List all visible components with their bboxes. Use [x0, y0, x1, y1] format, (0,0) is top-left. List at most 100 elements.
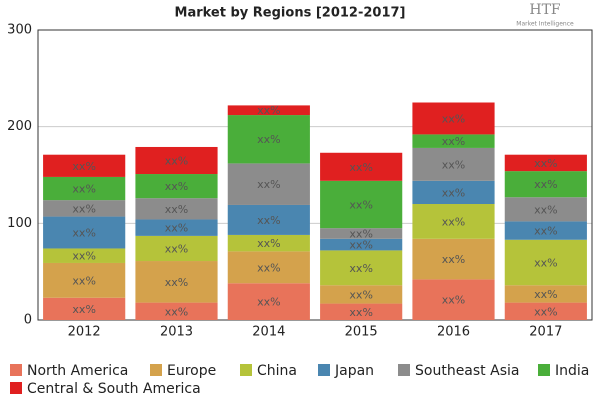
value-label: xx%	[442, 135, 465, 148]
value-label: xx%	[534, 203, 557, 216]
bar-segment	[412, 238, 495, 280]
value-label: xx%	[257, 104, 280, 117]
bar-segment	[135, 302, 218, 320]
value-label: xx%	[165, 180, 188, 193]
value-label: xx%	[534, 178, 557, 191]
legend-swatch	[150, 364, 162, 376]
bar-segment	[43, 297, 126, 320]
legend-swatch	[10, 382, 22, 394]
logo-subtext: Market Intelligence	[516, 21, 574, 28]
value-label: xx%	[165, 203, 188, 216]
bar-segment	[320, 152, 403, 181]
bar-segment	[43, 216, 126, 249]
legend-swatch	[240, 364, 252, 376]
value-label: xx%	[257, 133, 280, 146]
value-label: xx%	[534, 256, 557, 269]
value-label: xx%	[442, 186, 465, 199]
value-label: xx%	[165, 242, 188, 255]
bar-segment	[227, 283, 310, 320]
value-label: xx%	[442, 253, 465, 266]
value-label: xx%	[442, 112, 465, 125]
value-label: xx%	[257, 296, 280, 309]
y-tick-label: 200	[7, 119, 32, 134]
chart-title: Market by Regions [2012-2017]	[175, 6, 406, 21]
legend-label: North America	[27, 363, 128, 379]
bar-segment	[412, 204, 495, 239]
value-label: xx%	[72, 202, 95, 215]
bar-segment	[412, 180, 495, 204]
x-tick-label: 2016	[437, 325, 470, 340]
value-label: xx%	[349, 161, 372, 174]
bar-segment	[135, 261, 218, 303]
bar-segment	[412, 102, 495, 135]
bar-segment	[43, 200, 126, 217]
value-label: xx%	[349, 306, 372, 319]
value-label: xx%	[442, 294, 465, 307]
legend-label: India	[555, 363, 589, 379]
value-label: xx%	[349, 288, 372, 301]
bar-segment	[43, 154, 126, 177]
bar-segment	[227, 234, 310, 252]
value-label: xx%	[534, 305, 557, 318]
logo-text: HTF	[529, 2, 561, 18]
bar-segment	[504, 302, 587, 320]
value-label: xx%	[257, 261, 280, 274]
value-label: xx%	[534, 157, 557, 170]
bar-segment	[227, 204, 310, 235]
bar-segment	[320, 285, 403, 304]
value-label: xx%	[165, 222, 188, 235]
value-label: xx%	[72, 303, 95, 316]
value-label: xx%	[534, 225, 557, 238]
value-label: xx%	[442, 215, 465, 228]
value-label: xx%	[165, 305, 188, 318]
value-label: xx%	[257, 178, 280, 191]
bar-segment	[43, 176, 126, 201]
bar-segment	[135, 174, 218, 199]
y-tick-label: 300	[7, 23, 32, 38]
bar-segment	[320, 238, 403, 251]
value-label: xx%	[442, 158, 465, 171]
value-label: xx%	[72, 227, 95, 240]
bar-segment	[43, 248, 126, 263]
bar-segment	[135, 235, 218, 262]
legend-label: Europe	[167, 363, 216, 379]
value-label: xx%	[72, 250, 95, 263]
bar-segment	[504, 239, 587, 286]
x-tick-label: 2017	[529, 325, 562, 340]
value-label: xx%	[349, 239, 372, 252]
value-label: xx%	[349, 198, 372, 211]
plot-frame	[37, 29, 593, 321]
x-tick-label: 2012	[68, 325, 101, 340]
bar-segment	[504, 154, 587, 172]
legend-swatch	[398, 364, 410, 376]
legend-label: China	[257, 363, 297, 379]
x-tick-label: 2014	[252, 325, 285, 340]
bar-segment	[135, 146, 218, 175]
legend-label: Central & South America	[27, 381, 201, 397]
value-label: xx%	[257, 237, 280, 250]
bar-segment	[227, 163, 310, 205]
bar-segment	[504, 221, 587, 240]
bar-segment	[320, 303, 403, 320]
bar-segment	[135, 219, 218, 236]
value-label: xx%	[72, 274, 95, 287]
legend-label: Japan	[334, 363, 374, 379]
y-tick-label: 100	[7, 216, 32, 231]
bar-segment	[320, 250, 403, 286]
bar-segment	[227, 115, 310, 164]
value-label: xx%	[534, 288, 557, 301]
value-label: xx%	[349, 227, 372, 240]
value-label: xx%	[72, 183, 95, 196]
bar-segment	[135, 198, 218, 220]
value-label: xx%	[349, 262, 372, 275]
value-label: xx%	[257, 214, 280, 227]
bar-segment	[504, 285, 587, 303]
y-tick-label: 0	[24, 313, 32, 328]
x-tick-label: 2013	[160, 325, 193, 340]
legend-swatch	[538, 364, 550, 376]
bar-segment	[412, 147, 495, 181]
bar-segment	[227, 251, 310, 284]
bar-segment	[412, 279, 495, 320]
value-label: xx%	[165, 155, 188, 168]
legend-swatch	[10, 364, 22, 376]
